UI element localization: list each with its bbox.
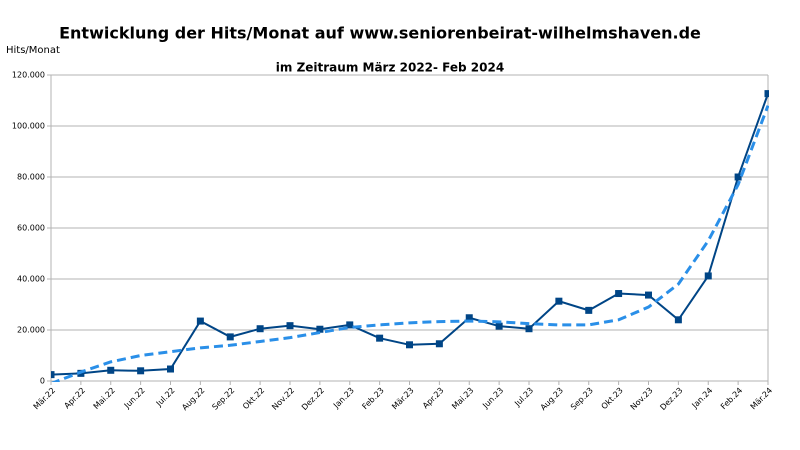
data-point	[704, 272, 712, 280]
data-point	[615, 290, 623, 298]
y-tick-label: 20.000	[17, 326, 45, 335]
chart-subtitle: im Zeitraum März 2022- Feb 2024	[276, 61, 504, 75]
x-tick-label: Sep.22	[210, 386, 236, 412]
x-tick-label: Apr.23	[421, 386, 446, 411]
x-tick-label: Sep.23	[569, 386, 595, 412]
x-tick-label: Jan.24	[690, 386, 715, 411]
data-point	[137, 367, 145, 375]
data-point	[495, 322, 503, 330]
data-point	[465, 314, 473, 322]
data-point	[256, 325, 264, 333]
x-tick-label: Mär.23	[390, 386, 416, 412]
x-tick-label: Mai.23	[450, 386, 475, 411]
x-tick-label: Dez.23	[658, 386, 684, 412]
x-tick-label: Mai.22	[92, 386, 117, 411]
x-tick-label: Jun.23	[480, 386, 505, 411]
plot-area	[51, 90, 769, 382]
data-point	[286, 322, 294, 330]
data-line	[51, 93, 769, 376]
x-tick-label: Mär.24	[749, 386, 775, 412]
x-tick-label: Nov.22	[270, 386, 296, 412]
data-point	[406, 341, 413, 349]
x-tick-label: Nov.23	[629, 386, 655, 412]
data-point	[196, 317, 204, 325]
x-tick-label: Dez.22	[300, 386, 326, 412]
data-point	[674, 316, 682, 324]
trend-line	[51, 105, 769, 382]
data-point	[107, 366, 115, 374]
x-tick-label: Feb.23	[360, 386, 385, 411]
data-point	[764, 90, 769, 98]
x-tick-label: Okt.23	[599, 386, 624, 411]
x-tick-label: Apr.22	[62, 386, 87, 411]
data-point	[167, 365, 174, 373]
data-point	[51, 371, 55, 379]
data-point	[316, 325, 324, 333]
x-tick-label: Jan.23	[331, 386, 356, 411]
data-point	[226, 333, 234, 341]
data-point	[525, 325, 533, 333]
data-point	[346, 321, 354, 329]
data-point	[555, 297, 563, 305]
x-tick-label: Aug.22	[180, 386, 206, 412]
data-point	[645, 291, 652, 299]
y-tick-label: 40.000	[17, 275, 45, 284]
data-point	[376, 334, 384, 342]
y-tick-label: 0	[40, 377, 45, 386]
data-point	[734, 173, 742, 181]
x-tick-label: Aug.23	[539, 386, 565, 412]
x-tick-label: Jul.22	[154, 386, 177, 409]
x-tick-label: Jun.22	[122, 386, 147, 411]
y-tick-label: 100.000	[12, 122, 45, 131]
x-tick-label: Feb.24	[719, 386, 744, 411]
data-point	[585, 306, 593, 314]
y-axis-label: Hits/Monat	[6, 45, 60, 56]
y-tick-label: 80.000	[17, 173, 45, 182]
y-tick-label: 120.000	[12, 71, 45, 80]
y-tick-label: 60.000	[17, 224, 45, 233]
x-tick-label: Okt.22	[241, 386, 266, 411]
x-tick-label: Jul.23	[512, 386, 535, 409]
data-point	[435, 340, 443, 348]
chart-title: Entwicklung der Hits/Monat auf www.senio…	[59, 24, 701, 43]
x-tick-label: Mär.22	[32, 386, 58, 412]
